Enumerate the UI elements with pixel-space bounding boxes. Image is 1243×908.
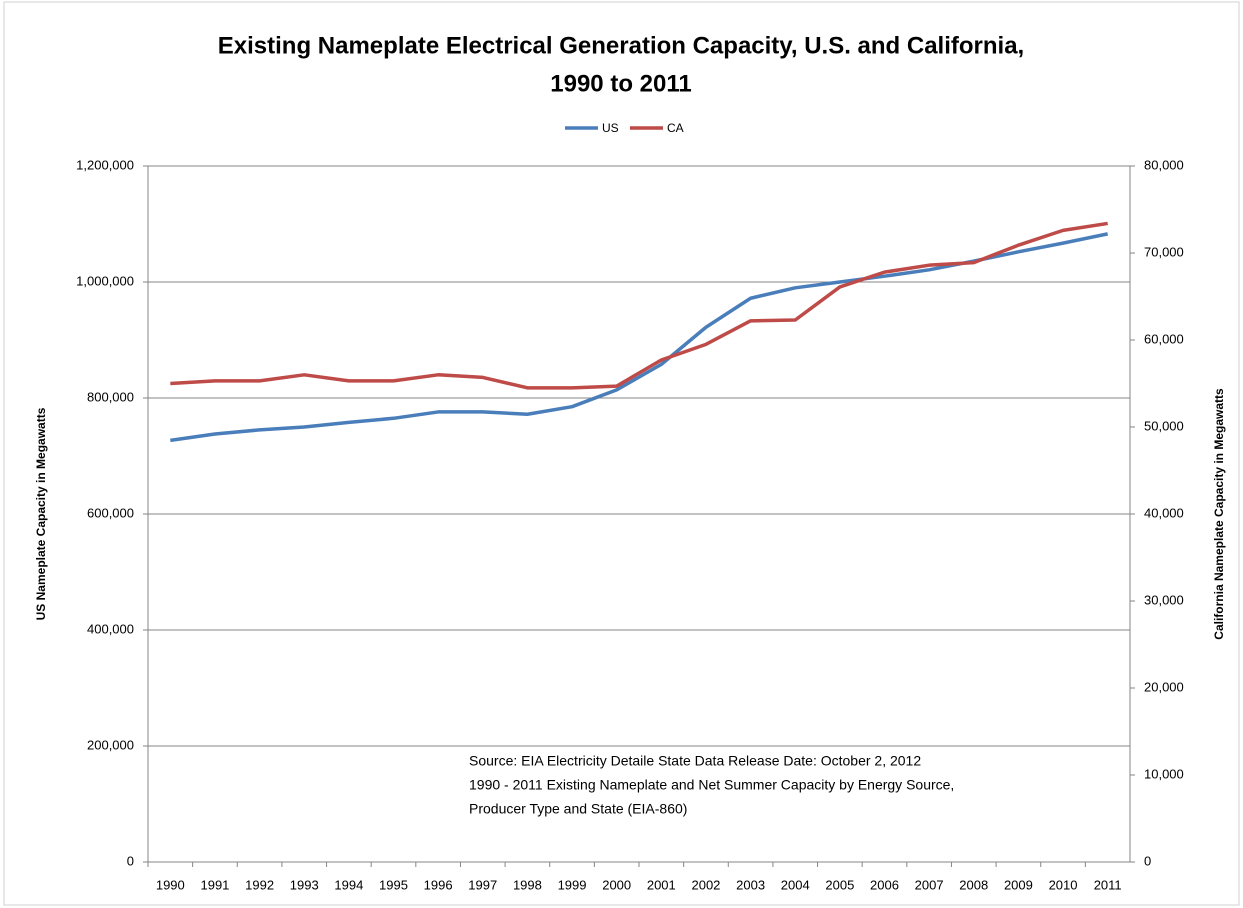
x-tick-label: 1997 xyxy=(468,877,497,892)
x-tick-label: 2004 xyxy=(781,877,810,892)
x-tick-label: 2011 xyxy=(1094,877,1122,892)
chart-title: 1990 to 2011 xyxy=(550,70,691,97)
annotation: 1990 - 2011 Existing Nameplate and Net S… xyxy=(469,777,954,793)
x-tick-label: 1991 xyxy=(200,877,229,892)
y-tick-label: 200,000 xyxy=(87,737,134,752)
x-tick-label: 2010 xyxy=(1049,877,1078,892)
y-axis-label: US Nameplate Capacity in Megawatts xyxy=(34,407,48,620)
y-tick-label: 800,000 xyxy=(87,389,134,404)
chart-title: Existing Nameplate Electrical Generation… xyxy=(218,32,1024,59)
x-tick-label: 2000 xyxy=(602,877,631,892)
x-tick-label: 2008 xyxy=(959,877,988,892)
y2-tick-label: 80,000 xyxy=(1144,157,1184,172)
y2-tick-label: 10,000 xyxy=(1144,766,1184,781)
x-tick-label: 1990 xyxy=(156,877,185,892)
y-tick-label: 0 xyxy=(127,853,134,868)
x-tick-label: 2005 xyxy=(825,877,854,892)
x-tick-label: 2001 xyxy=(647,877,676,892)
x-tick-label: 2009 xyxy=(1004,877,1033,892)
data-line xyxy=(170,232,1109,443)
x-tick-label: 2003 xyxy=(736,877,765,892)
y-tick-label: 1,000,000 xyxy=(76,273,134,288)
chart-border xyxy=(3,1,1240,906)
y-tick-label: 400,000 xyxy=(87,621,134,636)
x-tick-label: 1999 xyxy=(558,877,587,892)
legend-label: US xyxy=(602,121,619,135)
x-tick-label: 1993 xyxy=(290,877,319,892)
x-tick-label: 1994 xyxy=(334,877,363,892)
x-tick-label: 2002 xyxy=(691,877,720,892)
y-tick-label: 600,000 xyxy=(87,505,134,520)
y2-tick-label: 70,000 xyxy=(1144,244,1184,259)
annotation: Producer Type and State (EIA-860) xyxy=(469,801,687,817)
y2-tick-label: 60,000 xyxy=(1144,331,1184,346)
x-tick-label: 2007 xyxy=(915,877,944,892)
x-tick-label: 2006 xyxy=(870,877,899,892)
y2-tick-label: 30,000 xyxy=(1144,592,1184,607)
x-tick-label: 1995 xyxy=(379,877,408,892)
x-tick-label: 1998 xyxy=(513,877,542,892)
y2-tick-label: 20,000 xyxy=(1144,679,1184,694)
y2-axis-label: California Nameplate Capacity in Megawat… xyxy=(1212,388,1226,640)
y2-tick-label: 50,000 xyxy=(1144,418,1184,433)
y2-tick-label: 0 xyxy=(1144,853,1151,868)
y-tick-label: 1,200,000 xyxy=(76,157,134,172)
data-line xyxy=(170,221,1108,390)
annotation: Source: EIA Electricity Detaile State Da… xyxy=(469,753,921,769)
x-tick-label: 1992 xyxy=(245,877,274,892)
y2-tick-label: 40,000 xyxy=(1144,505,1184,520)
legend-label: CA xyxy=(667,121,684,135)
x-tick-label: 1996 xyxy=(424,877,453,892)
